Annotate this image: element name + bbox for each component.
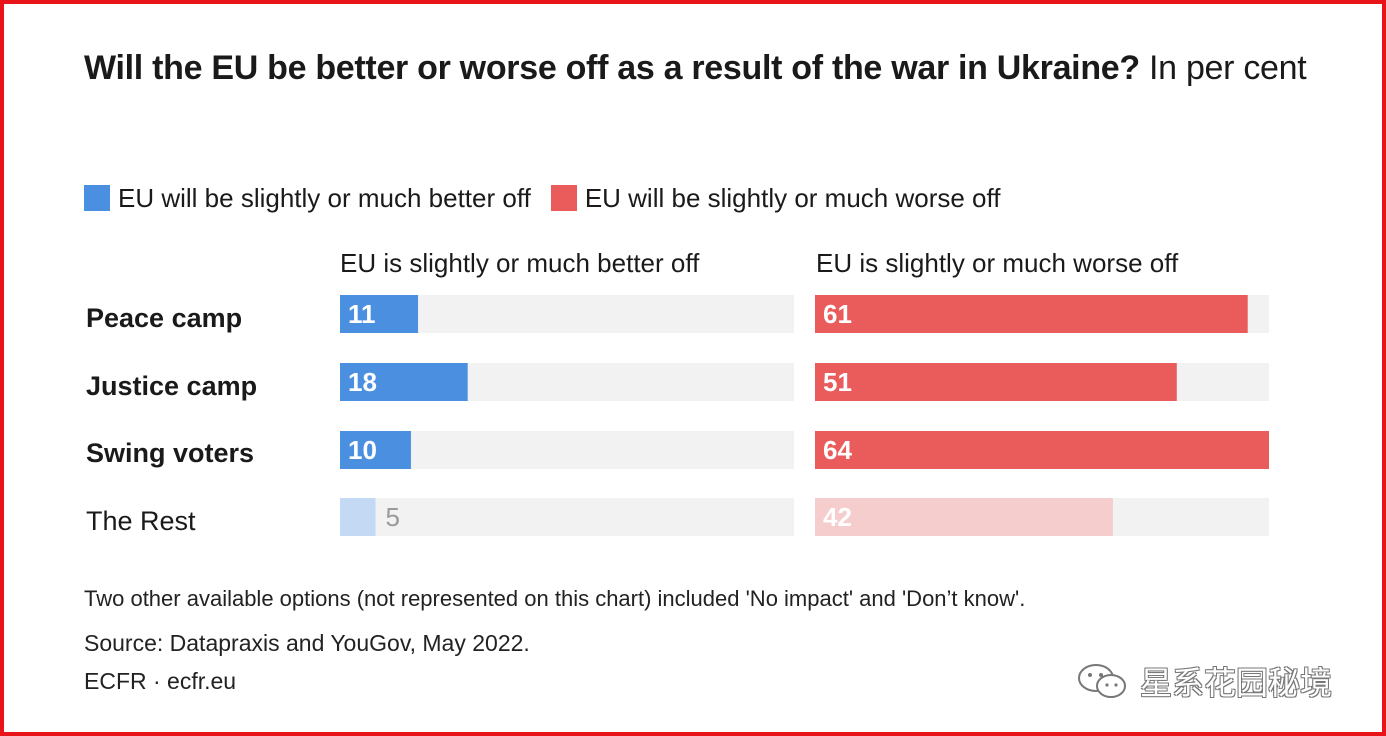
chart-title: Will the EU be better or worse off as a …: [84, 42, 1314, 94]
bar-value-better-justice-camp: 18: [348, 367, 377, 397]
bar-better-justice-camp: [340, 363, 468, 401]
bar-worse-the-rest: [815, 498, 1113, 536]
watermark-text: 星系花园秘境: [1140, 664, 1333, 702]
bar-worse-justice-camp: [815, 363, 1177, 401]
row-label-swing-voters: Swing voters: [86, 438, 255, 468]
bar-worse-peace-camp: [815, 295, 1248, 333]
bar-worse-swing-voters: [815, 431, 1269, 469]
row-label-peace-camp: Peace camp: [86, 303, 243, 333]
bar-track-better-the-rest: [340, 498, 794, 536]
bar-value-better-swing-voters: 10: [348, 435, 377, 465]
bar-value-better-peace-camp: 11: [348, 299, 376, 329]
bar-chart: 11 18 10 5 61 51 64 42: [340, 295, 1269, 536]
bar-value-worse-the-rest: 42: [823, 502, 852, 532]
row-label-the-rest: The Rest: [86, 506, 196, 536]
chart-title-main: Will the EU be better or worse off as a …: [84, 49, 1140, 87]
legend: EU will be slightly or much better off E…: [84, 180, 1020, 216]
panel-header-worse: EU is slightly or much worse off: [816, 248, 1179, 278]
bar-value-worse-justice-camp: 51: [823, 367, 852, 397]
chart-title-unit: In per cent: [1139, 49, 1307, 87]
bar-better-peace-camp: [340, 295, 419, 333]
legend-label-better: EU will be slightly or much better off: [118, 182, 531, 213]
legend-item-better: EU will be slightly or much better off: [84, 183, 531, 214]
legend-swatch-better: [84, 185, 110, 211]
panel-header-better: EU is slightly or much better off: [340, 248, 700, 278]
legend-label-worse: EU will be slightly or much worse off: [584, 182, 1001, 213]
bar-value-worse-swing-voters: 64: [823, 435, 852, 465]
legend-item-worse: EU will be slightly or much worse off: [550, 182, 1001, 214]
watermark: 星系花园秘境: [1076, 656, 1332, 706]
row-label-justice-camp: Justice camp: [86, 371, 258, 401]
bar-value-better-the-rest: 5: [385, 502, 399, 532]
bar-better-the-rest: [340, 498, 376, 536]
footnote-options: Two other available options (not represe…: [84, 586, 1026, 611]
bar-value-worse-peace-camp: 61: [823, 299, 852, 329]
footnote-source: Source: Datapraxis and YouGov, May 2022.: [84, 630, 530, 656]
legend-swatch-worse: [550, 185, 577, 211]
footnote-credit: ECFR · ecfr.eu: [84, 668, 237, 694]
bar-better-swing-voters: [340, 431, 411, 469]
wechat-icon: [1078, 664, 1126, 698]
bar-track-better-swing-voters: [340, 431, 794, 469]
